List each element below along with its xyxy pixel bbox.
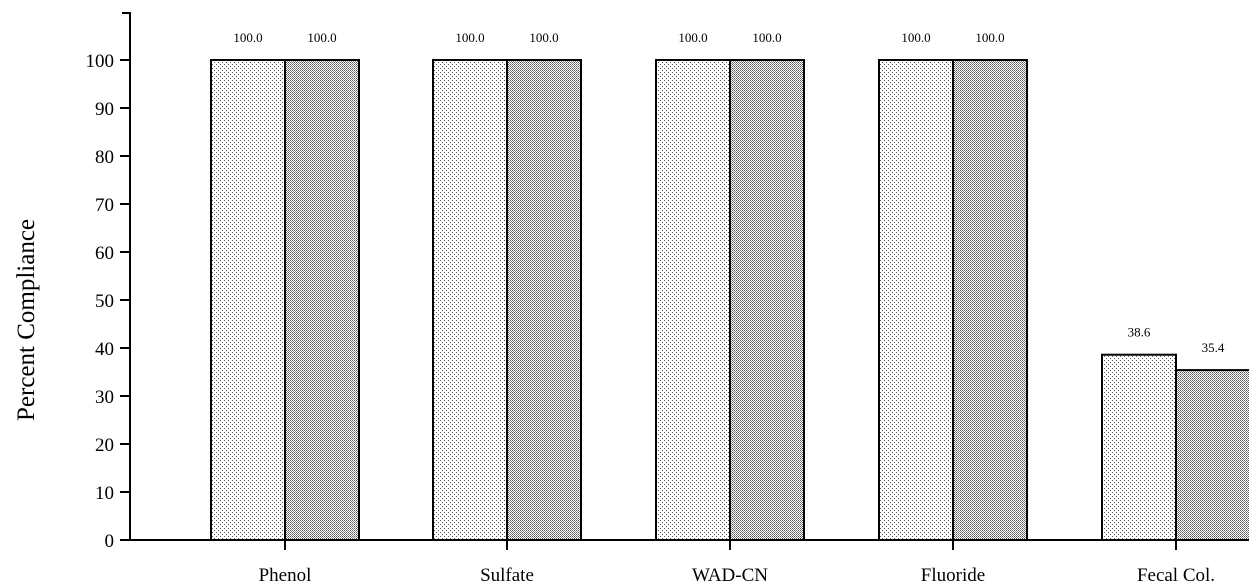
y-axis-title: Percent Compliance — [13, 219, 40, 421]
y-tick-label: 0 — [105, 531, 115, 552]
bar-wad-cn-series-2 — [729, 59, 805, 541]
x-category-label: Sulfate — [480, 565, 534, 586]
bars-layer — [210, 59, 1249, 541]
y-tick-label: 30 — [95, 387, 114, 408]
data-label: 38.6 — [1128, 325, 1151, 340]
y-tick-label: 60 — [95, 243, 114, 264]
x-category-label: Fluoride — [921, 565, 985, 586]
y-ticks: 0 10 20 30 40 50 60 70 80 90 100 — [86, 12, 130, 552]
bar-phenol-series-1 — [210, 59, 286, 541]
y-tick-label: 10 — [95, 483, 114, 504]
data-label: 100.0 — [975, 30, 1004, 45]
data-label: 100.0 — [307, 30, 336, 45]
data-label: 100.0 — [529, 30, 558, 45]
bar-fluoride-series-1 — [878, 59, 954, 541]
y-tick-label: 20 — [95, 435, 114, 456]
bar-fecal-col-series-1 — [1101, 353, 1177, 541]
x-ticks: Phenol Sulfate WAD-CN Fluoride Fecal Col. — [259, 540, 1215, 586]
data-label: 100.0 — [678, 30, 707, 45]
data-label: 100.0 — [455, 30, 484, 45]
data-label: 100.0 — [901, 30, 930, 45]
y-tick-label: 90 — [95, 99, 114, 120]
bar-fluoride-series-2 — [952, 59, 1028, 541]
y-tick-label: 50 — [95, 291, 114, 312]
x-category-label: Fecal Col. — [1137, 565, 1215, 586]
data-label: 35.4 — [1202, 340, 1225, 355]
data-labels: 100.0 100.0 100.0 100.0 100.0 100.0 100.0 100.0… — [233, 30, 1225, 355]
bar-fecal-col-series-2 — [1175, 369, 1249, 541]
data-label: 100.0 — [233, 30, 262, 45]
x-category-label: WAD-CN — [692, 565, 768, 586]
bar-phenol-series-2 — [284, 59, 360, 541]
y-tick-label: 70 — [95, 195, 114, 216]
y-tick-label: 40 — [95, 339, 114, 360]
axis-layer — [120, 12, 1249, 541]
y-tick-label: 80 — [95, 147, 114, 168]
x-category-label: Phenol — [259, 565, 312, 586]
bar-sulfate-series-1 — [432, 59, 508, 541]
y-tick-label: 100 — [86, 51, 115, 72]
data-label: 100.0 — [752, 30, 781, 45]
bar-sulfate-series-2 — [506, 59, 582, 541]
bar-wad-cn-series-1 — [655, 59, 731, 541]
